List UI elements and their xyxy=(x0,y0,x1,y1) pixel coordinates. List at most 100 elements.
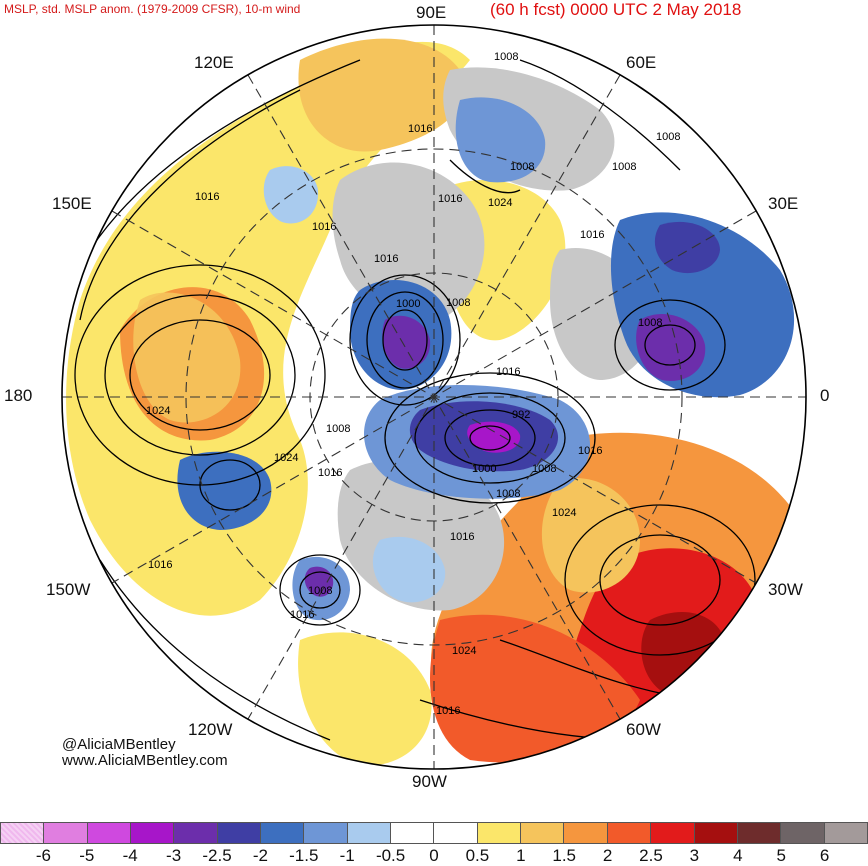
colorbar-swatch xyxy=(391,822,435,844)
colorbar-tick-label: 1.5 xyxy=(552,846,577,865)
isobar-label: 1016 xyxy=(436,705,460,717)
isobar-label: 1008 xyxy=(638,317,662,329)
isobar-label: 1008 xyxy=(446,297,470,309)
colorbar-tick-label: 2.5 xyxy=(639,846,663,865)
anomaly-positive-pacific xyxy=(66,41,471,616)
longitude-label-120w: 120W xyxy=(188,720,233,739)
colorbar-swatch xyxy=(261,822,305,844)
colorbar-tick-label: -2 xyxy=(252,846,268,865)
colorbar-tick-label: 0 xyxy=(429,846,439,865)
colorbar-swatch xyxy=(651,822,695,844)
polar-map: 1008 1008 1016 1008 1024 1016 1016 1008 … xyxy=(61,24,807,770)
longitude-label-30w: 30W xyxy=(768,580,803,599)
colorbar-tick-label: -2.5 xyxy=(202,846,232,865)
isobar-label: 1008 xyxy=(326,423,350,435)
isobar-label: 1016 xyxy=(496,366,520,378)
isobar-label: 1000 xyxy=(472,463,496,475)
colorbar-tick-label: -3 xyxy=(166,846,182,865)
colorbar-swatch xyxy=(781,822,825,844)
land-mask-siberia xyxy=(332,162,485,322)
colorbar-tick-label: 0.5 xyxy=(465,846,490,865)
anomaly-positive-asia-north xyxy=(298,38,465,152)
colorbar-swatch xyxy=(87,822,132,844)
isobar-label: 1024 xyxy=(146,405,170,417)
colorbar-swatch xyxy=(477,822,522,844)
anomaly-positive-natlantic-south xyxy=(430,614,640,763)
author-handle: @AliciaMBentley xyxy=(62,736,176,753)
colorbar-swatch xyxy=(564,822,608,844)
isobar-label: 1008 xyxy=(656,131,680,143)
colorbar-swatch xyxy=(217,822,262,844)
anomaly-positive-northamerica xyxy=(298,632,432,766)
isobar-label: 1008 xyxy=(510,161,534,173)
isobar-label: 1016 xyxy=(312,221,336,233)
isobar-label: 1016 xyxy=(290,609,314,621)
colorbar-swatch xyxy=(824,822,868,844)
longitude-label-180: 180 xyxy=(4,386,33,405)
map-subtitle: MSLP, std. MSLP anom. (1979-2009 CFSR), … xyxy=(4,2,301,16)
colorbar-tick-label: -1 xyxy=(339,846,355,865)
isobar-label: 1008 xyxy=(496,488,520,500)
isobar-label: 1008 xyxy=(494,51,518,63)
colorbar-tick-label: 6 xyxy=(819,846,830,865)
colorbar-tick-label: 2 xyxy=(602,846,613,865)
graticule xyxy=(62,25,806,769)
isobar-label-layer: 1008 1008 1016 1008 1024 1016 1016 1008 … xyxy=(146,51,680,717)
colorbar-tick-label: -4 xyxy=(122,846,138,865)
longitude-label-60w: 60W xyxy=(626,720,661,739)
colorbar-tick-label: 3 xyxy=(689,846,700,865)
anomaly-negative-barents xyxy=(455,97,546,183)
isobar-label: 1024 xyxy=(552,507,576,519)
longitude-label-90w: 90W xyxy=(412,772,447,791)
anomaly-negative-okhotsk xyxy=(177,451,272,530)
isobar-label: 1016 xyxy=(408,123,432,135)
isobar-label: 1024 xyxy=(452,645,476,657)
isobar-label: 1008 xyxy=(532,463,556,475)
isobar-label: 1016 xyxy=(578,445,602,457)
isobar-label: 1016 xyxy=(148,559,172,571)
longitude-label-150w: 150W xyxy=(46,580,91,599)
anomaly-positive-greenland-east xyxy=(541,478,640,593)
colorbar-swatch xyxy=(347,822,392,844)
isobar-label: 1008 xyxy=(612,161,636,173)
longitude-label-60e: 60E xyxy=(626,53,657,72)
colorbar-swatch xyxy=(44,822,88,844)
colorbar-tick-label: -6 xyxy=(35,846,51,865)
colorbar-swatch xyxy=(0,822,45,844)
colorbar-swatch xyxy=(607,822,652,844)
colorbar-tick-label: -0.5 xyxy=(375,846,406,865)
colorbar-tick-label: -1.5 xyxy=(289,846,319,865)
isobar-label: 1024 xyxy=(488,197,512,209)
longitude-label-150e: 150E xyxy=(52,194,92,213)
colorbar-swatch xyxy=(434,822,478,844)
colorbar-swatch xyxy=(694,822,738,844)
author-website: www.AliciaMBentley.com xyxy=(62,752,228,769)
isobar-label: 1016 xyxy=(318,467,342,479)
longitude-label-30e: 30E xyxy=(768,194,799,213)
anomaly-positive-pacific-inner xyxy=(133,292,241,423)
isobar-label: 1016 xyxy=(580,229,604,241)
longitude-label-120e: 120E xyxy=(194,53,234,72)
isobar-label: 1016 xyxy=(374,253,398,265)
colorbar-swatch xyxy=(737,822,782,844)
isobar-label: 1016 xyxy=(195,191,219,203)
anomaly-negative-canada-south xyxy=(372,536,446,603)
colorbar-swatch xyxy=(304,822,348,844)
colorbar-tick-label: -5 xyxy=(79,846,95,865)
anomaly-fill-layer xyxy=(66,38,804,766)
colorbar-swatch xyxy=(174,822,218,844)
isobar-label: 1016 xyxy=(438,193,462,205)
longitude-label-0: 0 xyxy=(820,386,830,405)
isobar-label: 992 xyxy=(512,409,530,421)
isobar-label: 1000 xyxy=(396,298,420,310)
longitude-label-90e: 90E xyxy=(416,3,447,22)
isobar-label: 1008 xyxy=(308,585,332,597)
isobar-label: 1024 xyxy=(274,452,298,464)
map-disc-border xyxy=(61,24,807,770)
isobar-label: 1016 xyxy=(450,531,474,543)
forecast-time-title: (60 h fcst) 0000 UTC 2 May 2018 xyxy=(490,0,742,19)
colorbar-tick-label: 5 xyxy=(776,846,786,865)
colorbar-swatch xyxy=(131,822,175,844)
colorbar-tick-label: 1 xyxy=(516,846,526,865)
anomaly-colorbar xyxy=(0,822,868,844)
